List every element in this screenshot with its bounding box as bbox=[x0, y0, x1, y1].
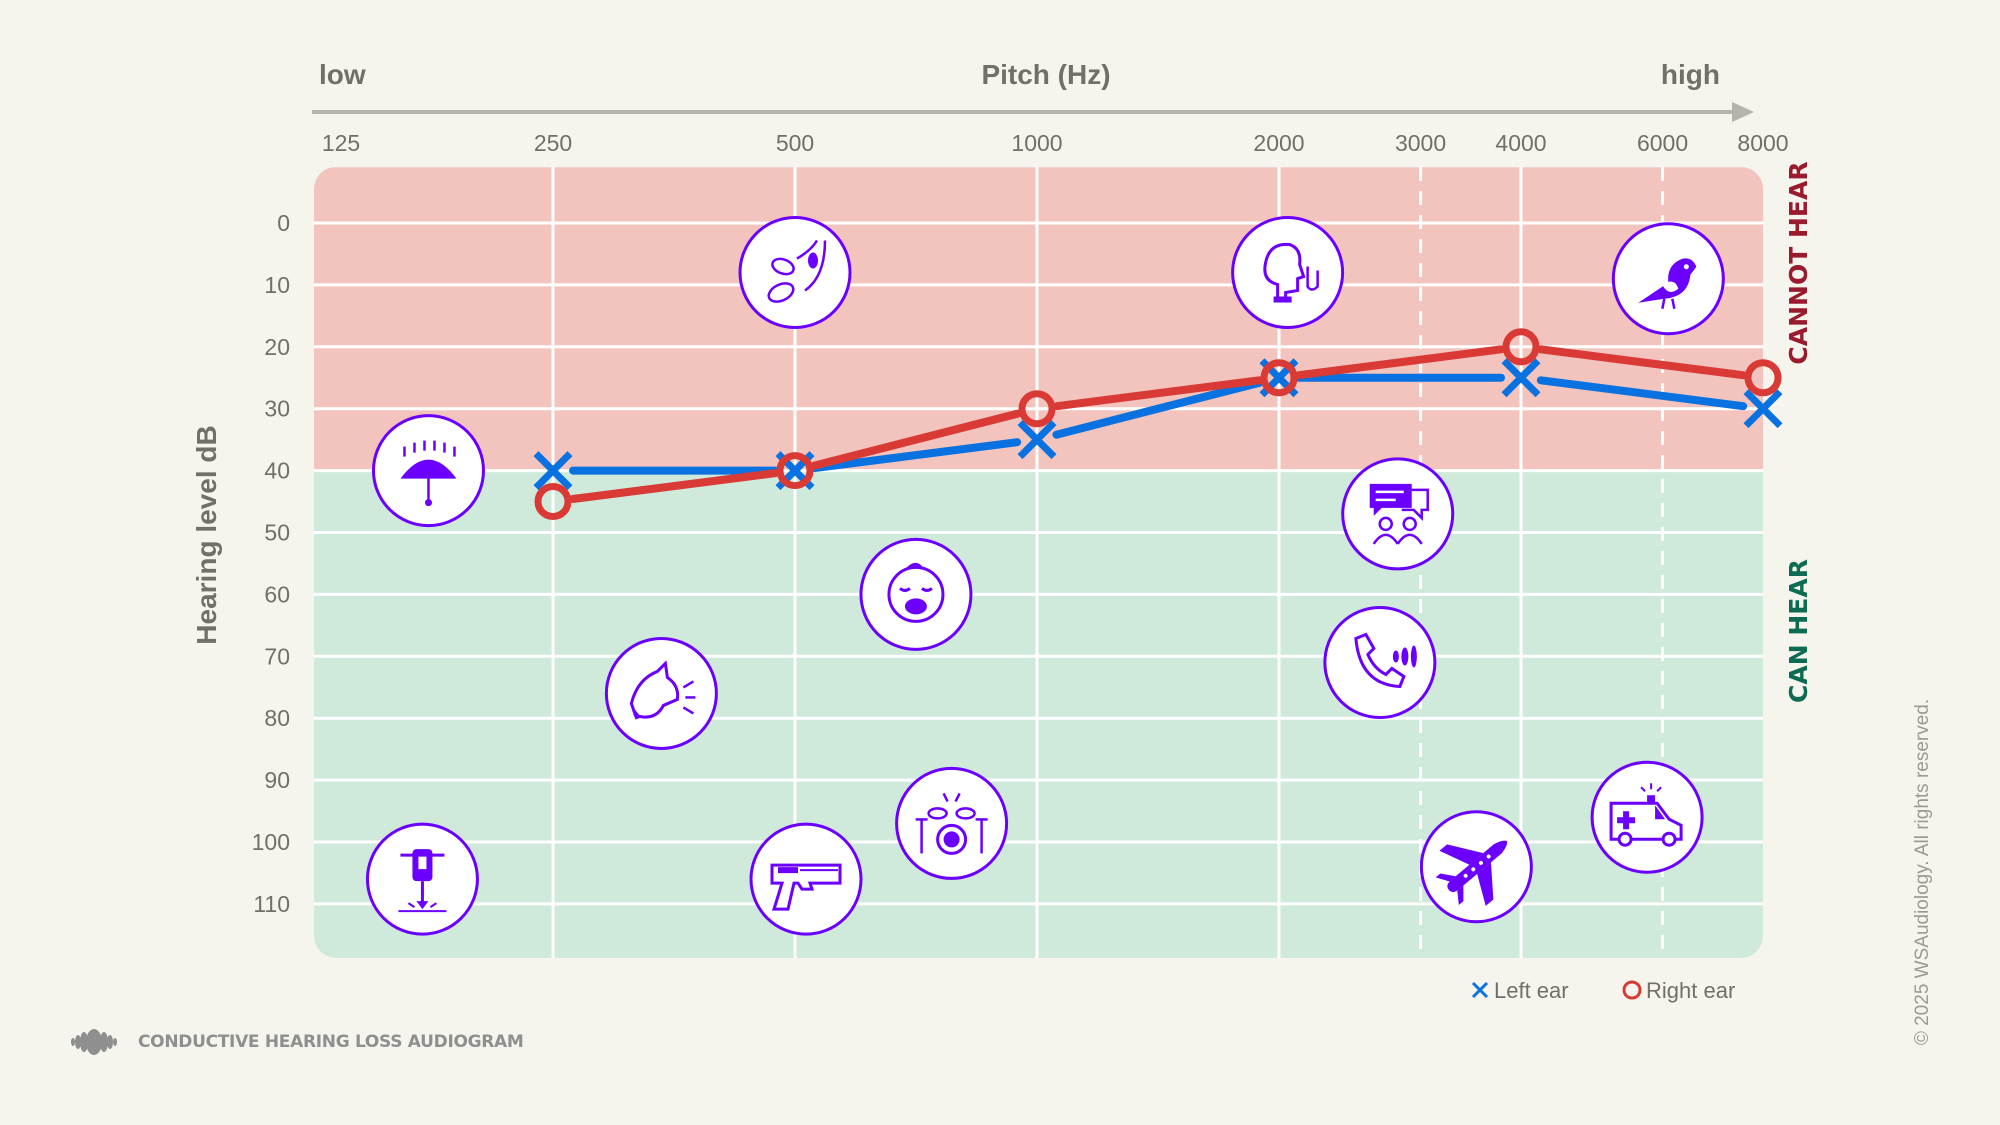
whisper-icon bbox=[1231, 216, 1345, 330]
baby-crying-icon-glyph bbox=[887, 562, 945, 623]
series-segment bbox=[568, 469, 780, 504]
right-ear-point bbox=[1260, 359, 1298, 397]
rain-umbrella-icon-glyph bbox=[400, 440, 457, 507]
conversation-icon bbox=[1341, 457, 1455, 571]
circle-marker-icon bbox=[1622, 980, 1642, 1000]
ambulance-icon bbox=[1590, 760, 1704, 874]
phone-ringing-icon-glyph bbox=[1354, 632, 1417, 689]
icon-circle bbox=[738, 216, 852, 330]
dog-barking-icon-glyph bbox=[629, 660, 696, 720]
series-segment bbox=[1536, 345, 1748, 380]
x-tick-label: 3000 bbox=[1395, 130, 1446, 156]
airplane-icon-glyph bbox=[1435, 840, 1508, 906]
legend-label: Left ear bbox=[1494, 978, 1569, 1003]
icon-circle bbox=[859, 537, 973, 651]
baby-crying-icon bbox=[859, 537, 973, 651]
x-tick-label: 500 bbox=[776, 130, 814, 156]
left-ear-point bbox=[1017, 420, 1057, 460]
y-tick-label: 100 bbox=[252, 829, 290, 855]
legend: Left ear Right ear bbox=[1471, 978, 1735, 1003]
gun-icon bbox=[749, 822, 863, 936]
drums-icon-glyph bbox=[915, 792, 988, 855]
y-tick-label: 0 bbox=[277, 210, 290, 236]
icon-circle bbox=[1590, 760, 1704, 874]
x-label-high: high bbox=[1661, 59, 1720, 90]
right-ear-point bbox=[776, 452, 814, 490]
x-tick-label: 6000 bbox=[1637, 130, 1688, 156]
bird-chirping-icon bbox=[1611, 222, 1725, 336]
y-tick-label: 40 bbox=[264, 458, 290, 484]
icon-circle bbox=[749, 822, 863, 936]
phone-ringing-icon bbox=[1323, 605, 1437, 719]
jackhammer-icon-glyph bbox=[398, 849, 447, 913]
footer: CONDUCTIVE HEARING LOSS AUDIOGRAM bbox=[70, 1028, 524, 1056]
dog-barking-icon bbox=[604, 636, 718, 750]
icon-circle bbox=[1231, 216, 1345, 330]
right-ear-point bbox=[1018, 390, 1056, 428]
zone-label: CANNOT HEAR bbox=[1784, 161, 1813, 364]
arrow-head-icon bbox=[1732, 102, 1754, 122]
series-left-ear bbox=[569, 373, 1748, 475]
y-tick-label: 70 bbox=[264, 643, 290, 669]
series-segment bbox=[1536, 376, 1748, 411]
icon-circle bbox=[604, 636, 718, 750]
jackhammer-icon bbox=[365, 822, 479, 936]
left-ear-point bbox=[1743, 389, 1783, 429]
left-ear-point bbox=[1501, 358, 1541, 398]
y-tick-label: 60 bbox=[264, 581, 290, 607]
leaves-rustling-icon bbox=[738, 216, 852, 330]
bird-chirping-icon-glyph bbox=[1638, 258, 1697, 309]
x-tick-label: 4000 bbox=[1495, 130, 1546, 156]
x-marker-icon bbox=[1471, 981, 1489, 999]
icon-circle bbox=[1323, 605, 1437, 719]
series-right-ear bbox=[568, 345, 1748, 504]
drums-icon bbox=[895, 766, 1009, 880]
zone-label: CAN HEAR bbox=[1784, 559, 1813, 703]
x-tick-label: 250 bbox=[534, 130, 572, 156]
y-tick-label: 10 bbox=[264, 272, 290, 298]
copyright-notice: © 2025 WSAudiology. All rights reserved. bbox=[1912, 698, 1933, 1046]
x-axis-title: Pitch (Hz) bbox=[981, 59, 1110, 90]
rain-umbrella-icon bbox=[371, 414, 485, 528]
plot-area bbox=[314, 167, 1763, 958]
legend-label: Right ear bbox=[1646, 978, 1735, 1003]
gun-icon-glyph bbox=[770, 863, 842, 911]
x-label-low: low bbox=[319, 59, 366, 90]
x-tick-label: 125 bbox=[322, 130, 360, 156]
x-tick-label: 8000 bbox=[1737, 130, 1788, 156]
series-segment bbox=[1052, 376, 1264, 411]
right-ear-point bbox=[1502, 328, 1540, 366]
y-tick-label: 30 bbox=[264, 396, 290, 422]
left-ear-point bbox=[533, 451, 573, 491]
series-segment bbox=[810, 409, 1022, 470]
sound-wave-icon bbox=[71, 1029, 117, 1055]
leaves-rustling-icon-glyph bbox=[767, 239, 827, 303]
right-ear-point bbox=[1744, 359, 1782, 397]
y-tick-label: 20 bbox=[264, 334, 290, 360]
y-tick-label: 110 bbox=[253, 891, 290, 917]
conversation-icon-glyph bbox=[1369, 483, 1429, 545]
chart-title: CONDUCTIVE HEARING LOSS AUDIOGRAM bbox=[138, 1032, 524, 1052]
x-tick-label: 1000 bbox=[1011, 130, 1062, 156]
airplane-icon bbox=[1419, 810, 1533, 924]
right-ear-point bbox=[534, 483, 572, 521]
icon-circle bbox=[1341, 457, 1455, 571]
ambulance-icon-glyph bbox=[1609, 783, 1683, 847]
icon-circle bbox=[895, 766, 1009, 880]
whisper-icon-glyph bbox=[1263, 242, 1319, 303]
series-segment bbox=[1294, 345, 1506, 380]
series-segment bbox=[1052, 378, 1264, 439]
y-tick-label: 50 bbox=[264, 520, 290, 546]
y-axis-title: Hearing level dB bbox=[191, 425, 222, 644]
x-tick-label: 2000 bbox=[1253, 130, 1304, 156]
y-tick-label: 90 bbox=[264, 767, 290, 793]
series-segment bbox=[810, 438, 1022, 473]
y-tick-label: 80 bbox=[264, 705, 290, 731]
